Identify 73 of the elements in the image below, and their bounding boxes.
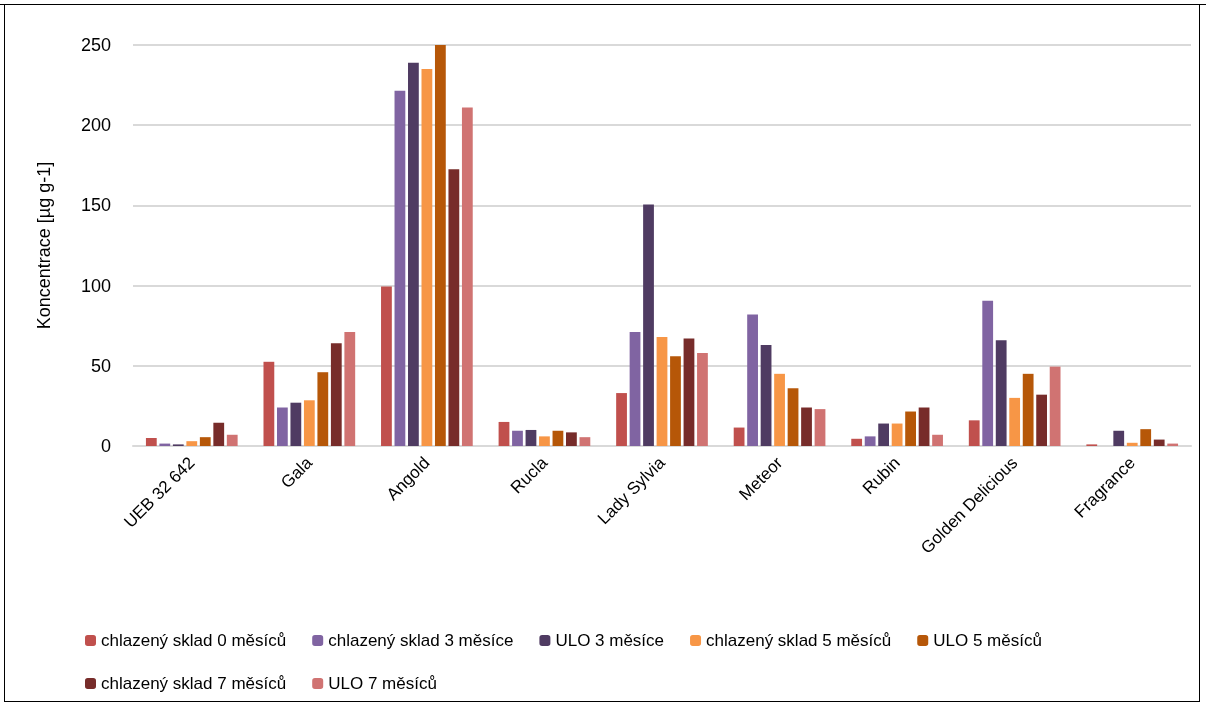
bar bbox=[145, 437, 157, 446]
y-tick-label: 250 bbox=[80, 35, 111, 55]
bar bbox=[566, 432, 577, 446]
bar bbox=[1009, 397, 1021, 446]
bar bbox=[982, 300, 994, 446]
bar bbox=[303, 400, 315, 446]
legend-label: ULO 7 měsíců bbox=[328, 674, 437, 693]
bar bbox=[968, 420, 980, 446]
bar bbox=[851, 438, 863, 446]
bar bbox=[643, 204, 654, 446]
bar bbox=[932, 434, 943, 446]
bar bbox=[394, 90, 406, 446]
bar bbox=[891, 423, 903, 446]
bar bbox=[213, 422, 225, 446]
bar bbox=[747, 314, 758, 446]
bar bbox=[317, 372, 329, 446]
bar bbox=[263, 361, 275, 446]
bar bbox=[1140, 429, 1152, 446]
x-tick-label: Gala bbox=[277, 452, 317, 493]
bar bbox=[814, 409, 826, 446]
legend-label: chlazený sklad 3 měsíce bbox=[328, 631, 514, 650]
bar bbox=[801, 407, 812, 446]
bar bbox=[760, 344, 772, 446]
bar bbox=[461, 107, 473, 446]
bar bbox=[448, 169, 460, 446]
y-axis-title: Koncentrace [µg g-1] bbox=[34, 161, 54, 330]
bar bbox=[774, 373, 785, 446]
bar bbox=[1113, 430, 1125, 446]
bar bbox=[381, 286, 392, 446]
bar bbox=[683, 338, 695, 446]
bar bbox=[905, 411, 916, 446]
bar bbox=[878, 423, 890, 446]
y-tick-label: 100 bbox=[80, 275, 111, 296]
y-tick-label: 50 bbox=[90, 355, 111, 376]
bar bbox=[616, 393, 627, 446]
bar bbox=[579, 437, 591, 446]
bar bbox=[186, 441, 198, 446]
bar bbox=[864, 436, 876, 446]
bar bbox=[629, 332, 641, 446]
legend-label: chlazený sklad 0 měsíců bbox=[101, 631, 287, 650]
bar bbox=[552, 430, 564, 446]
bar bbox=[918, 407, 930, 446]
bar bbox=[408, 62, 419, 446]
bar bbox=[434, 45, 446, 446]
bar bbox=[1036, 394, 1048, 446]
legend-label: chlazený sklad 5 měsíců bbox=[706, 631, 892, 650]
y-tick-label: 150 bbox=[80, 195, 111, 216]
bar bbox=[421, 69, 433, 446]
bar bbox=[1022, 373, 1034, 446]
bar bbox=[199, 437, 211, 446]
bar bbox=[290, 402, 302, 446]
bar bbox=[539, 436, 550, 446]
bar bbox=[1126, 442, 1138, 446]
bar bbox=[512, 430, 523, 446]
bar bbox=[787, 388, 799, 446]
y-tick-label: 0 bbox=[100, 436, 111, 456]
bar bbox=[1049, 366, 1061, 446]
legend-label: ULO 3 měsíce bbox=[555, 631, 665, 650]
bar bbox=[995, 340, 1007, 446]
bar bbox=[670, 356, 681, 446]
bar bbox=[226, 434, 238, 446]
bar bbox=[656, 336, 668, 446]
legend-label: chlazený sklad 7 měsíců bbox=[101, 674, 287, 693]
bar bbox=[276, 407, 288, 446]
bar bbox=[697, 352, 708, 446]
legend-label: ULO 5 měsíců bbox=[933, 631, 1042, 650]
bar bbox=[344, 332, 356, 446]
bar bbox=[330, 343, 342, 446]
bar bbox=[1153, 439, 1165, 446]
bar bbox=[525, 429, 537, 446]
bar bbox=[498, 421, 510, 446]
y-tick-label: 200 bbox=[80, 115, 111, 136]
bar bbox=[733, 427, 745, 446]
